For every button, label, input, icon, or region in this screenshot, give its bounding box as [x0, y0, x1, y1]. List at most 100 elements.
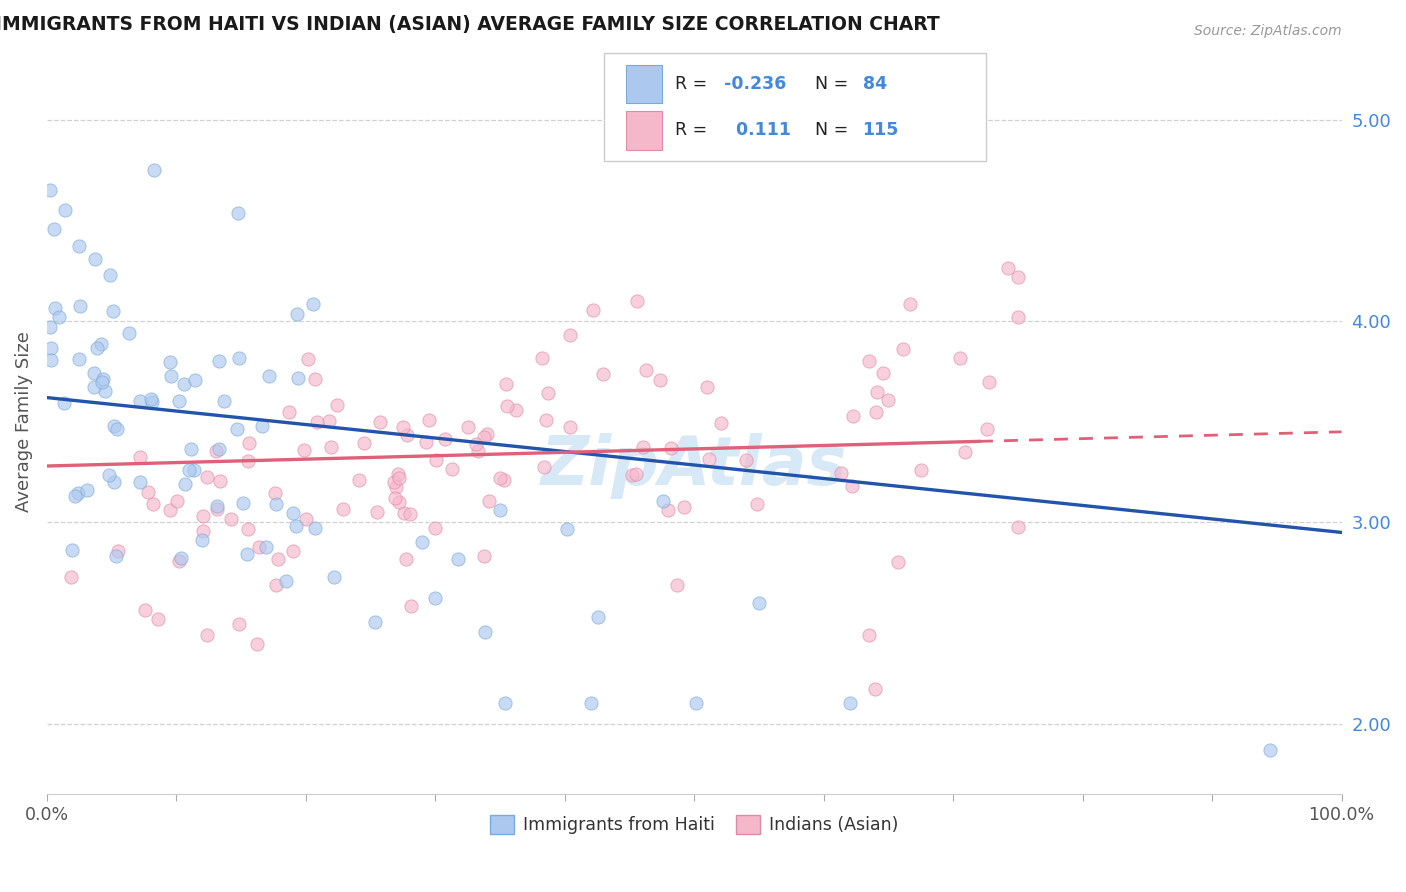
- Point: [159, 354, 181, 368]
- Point: [48, 310, 70, 324]
- Point: [118, 326, 141, 340]
- Point: [399, 599, 422, 614]
- Point: [382, 475, 405, 489]
- Point: [433, 432, 456, 446]
- Point: [495, 399, 517, 413]
- Point: [745, 497, 768, 511]
- Point: [183, 463, 205, 477]
- Point: [841, 478, 863, 492]
- Text: N =: N =: [814, 75, 853, 93]
- Point: [167, 554, 190, 568]
- Point: [472, 430, 495, 444]
- Point: [582, 303, 605, 318]
- Point: [425, 453, 447, 467]
- Point: [170, 550, 193, 565]
- Point: [208, 354, 231, 368]
- Point: [246, 637, 269, 651]
- Point: [492, 473, 515, 487]
- Point: [657, 503, 679, 517]
- Point: [887, 555, 910, 569]
- Point: [103, 304, 125, 318]
- Point: [858, 353, 880, 368]
- Point: [558, 327, 581, 342]
- Point: [226, 206, 249, 220]
- Point: [626, 294, 648, 309]
- Point: [250, 418, 273, 433]
- Point: [83, 366, 105, 380]
- Point: [191, 509, 214, 524]
- Point: [195, 470, 218, 484]
- Point: [624, 467, 647, 481]
- Point: [287, 371, 309, 385]
- Point: [858, 109, 880, 123]
- Point: [292, 443, 315, 458]
- Point: [304, 521, 326, 535]
- Point: [67, 351, 90, 366]
- Text: ZipAtlas: ZipAtlas: [541, 434, 848, 500]
- Point: [236, 522, 259, 536]
- Point: [52, 396, 75, 410]
- Point: [228, 617, 250, 632]
- Point: [191, 524, 214, 539]
- Point: [195, 628, 218, 642]
- Point: [39, 183, 62, 197]
- Point: [254, 540, 277, 554]
- Point: [953, 444, 976, 458]
- Point: [60, 542, 83, 557]
- Point: [475, 426, 498, 441]
- FancyBboxPatch shape: [626, 65, 662, 103]
- Point: [104, 549, 127, 564]
- Y-axis label: Average Family Size: Average Family Size: [15, 331, 32, 512]
- Point: [531, 351, 554, 365]
- Text: N =: N =: [814, 121, 853, 139]
- Point: [474, 625, 496, 640]
- Point: [98, 268, 121, 283]
- Point: [353, 436, 375, 450]
- Point: [394, 506, 416, 520]
- Point: [748, 596, 770, 610]
- Point: [238, 454, 260, 468]
- Point: [555, 522, 578, 536]
- Point: [166, 493, 188, 508]
- Point: [191, 533, 214, 548]
- Point: [44, 301, 66, 315]
- Point: [865, 405, 887, 419]
- Point: [489, 502, 512, 516]
- Point: [66, 485, 89, 500]
- Point: [505, 402, 527, 417]
- Point: [205, 502, 228, 516]
- Point: [146, 612, 169, 626]
- Point: [457, 420, 479, 434]
- Point: [90, 337, 112, 351]
- Point: [205, 500, 228, 514]
- Point: [534, 413, 557, 427]
- Point: [142, 497, 165, 511]
- Point: [285, 307, 308, 321]
- Point: [830, 466, 852, 480]
- Point: [666, 577, 689, 591]
- Point: [997, 260, 1019, 275]
- Point: [86, 342, 108, 356]
- Text: 115: 115: [862, 121, 898, 139]
- Point: [696, 379, 718, 393]
- Point: [238, 436, 260, 450]
- Point: [318, 414, 340, 428]
- Point: [278, 405, 301, 419]
- Point: [842, 409, 865, 424]
- Point: [865, 682, 887, 697]
- Point: [212, 394, 235, 409]
- Point: [207, 442, 229, 456]
- Point: [219, 512, 242, 526]
- Point: [425, 521, 447, 535]
- Point: [494, 697, 516, 711]
- Point: [489, 471, 512, 485]
- Point: [411, 535, 433, 549]
- Point: [103, 475, 125, 489]
- Point: [98, 467, 121, 482]
- Point: [560, 420, 582, 434]
- Point: [139, 392, 162, 406]
- Point: [388, 494, 411, 508]
- Point: [949, 351, 972, 366]
- Text: IMMIGRANTS FROM HAITI VS INDIAN (ASIAN) AVERAGE FAMILY SIZE CORRELATION CHART: IMMIGRANTS FROM HAITI VS INDIAN (ASIAN) …: [0, 15, 939, 34]
- Point: [264, 497, 287, 511]
